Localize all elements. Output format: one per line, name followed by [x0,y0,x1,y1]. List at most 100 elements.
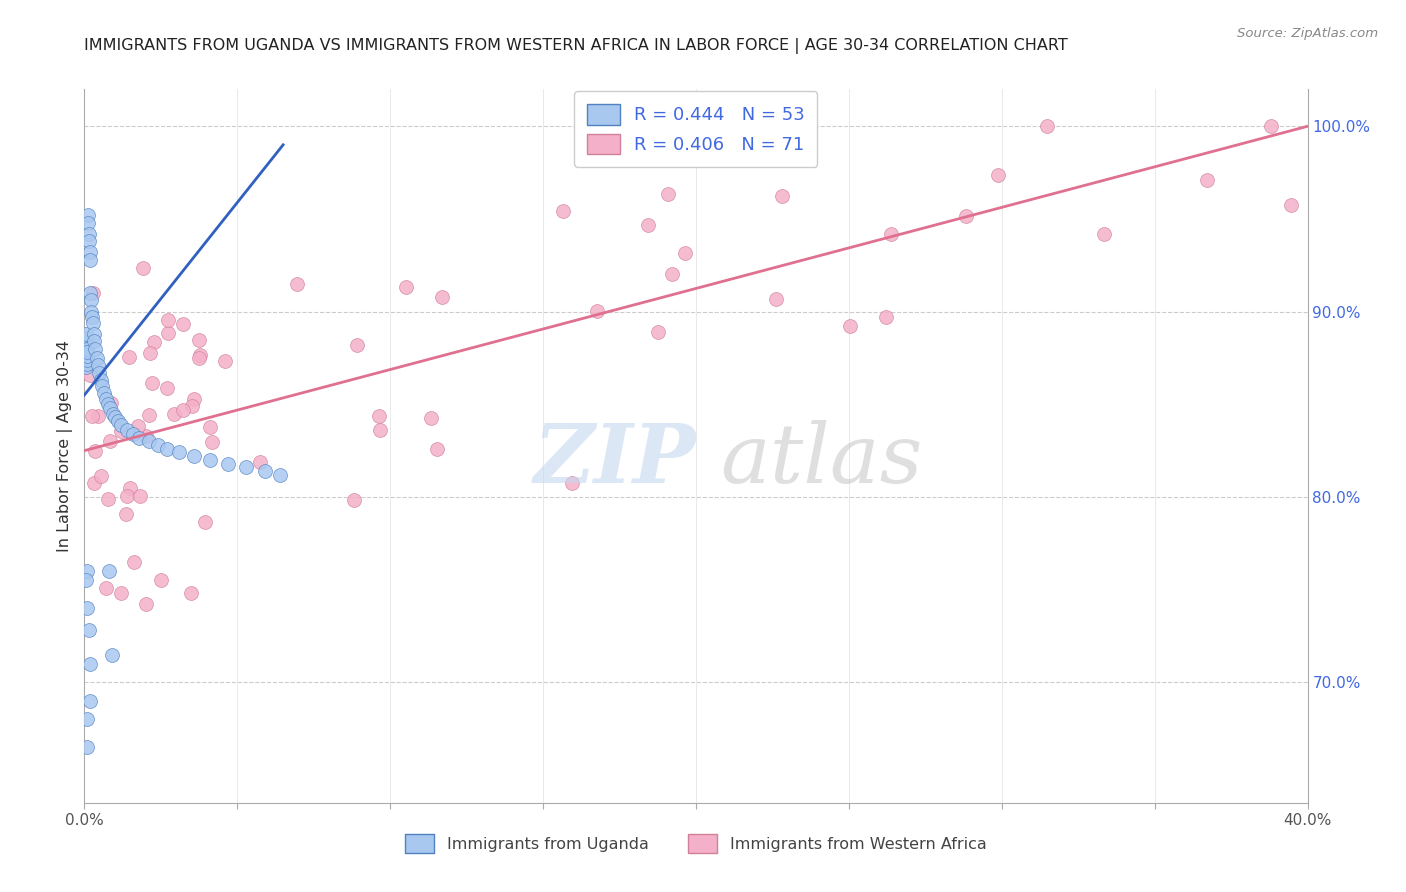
Point [118,351,141,365]
Point [201,435,224,450]
Point [187,351,209,365]
Point [75,334,97,349]
Point [156,381,179,395]
Point [86,351,108,365]
Legend: Immigrants from Uganda, Immigrants from Western Africa: Immigrants from Uganda, Immigrants from … [399,828,993,859]
Point [765,292,787,306]
Point [394,280,416,294]
Point [77,227,100,241]
Point [107,414,129,428]
Point [83,334,105,349]
Point [76,564,98,578]
Point [346,338,368,352]
Point [875,310,897,324]
Point [138,434,160,449]
Point [838,319,860,334]
Point [194,515,217,529]
Point [90,373,112,387]
Point [104,410,127,425]
Point [79,657,101,671]
Point [149,574,172,588]
Text: IMMIGRANTS FROM UGANDA VS IMMIGRANTS FROM WESTERN AFRICA IN LABOR FORCE | AGE 30: IMMIGRANTS FROM UGANDA VS IMMIGRANTS FRO… [84,37,1069,54]
Point [80,409,103,424]
Point [79,245,101,260]
Point [79,252,101,267]
Point [83,444,105,458]
Point [76,740,98,755]
Point [82,316,104,330]
Point [110,586,132,600]
Point [198,419,221,434]
Point [430,289,453,303]
Point [76,345,98,359]
Point [561,476,583,491]
Point [83,476,105,491]
Point [585,304,607,318]
Point [101,648,124,662]
Point [172,403,194,417]
Point [661,268,683,282]
Point [122,426,145,441]
Point [110,417,132,432]
Point [135,598,157,612]
Point [98,434,121,448]
Point [1092,227,1115,242]
Point [91,378,114,392]
Point [955,209,977,223]
Point [101,407,124,421]
Point [77,624,100,638]
Point [188,348,211,362]
Point [79,286,101,301]
Point [141,376,163,391]
Point [285,277,308,292]
Point [217,457,239,471]
Point [128,431,150,445]
Point [76,349,98,363]
Point [80,310,103,325]
Point [156,313,179,327]
Point [75,574,97,588]
Point [156,326,179,340]
Text: Source: ZipAtlas.com: Source: ZipAtlas.com [1237,27,1378,40]
Point [77,208,100,222]
Point [370,423,392,437]
Point [110,424,132,438]
Point [135,429,157,443]
Point [75,330,97,344]
Y-axis label: In Labor Force | Age 30-34: In Labor Force | Age 30-34 [58,340,73,552]
Point [83,326,105,341]
Point [132,260,155,275]
Point [142,334,165,349]
Point [94,581,117,595]
Point [163,407,186,421]
Point [181,399,204,413]
Point [214,354,236,368]
Text: ZIP: ZIP [533,420,696,500]
Point [987,168,1010,182]
Point [90,468,112,483]
Point [647,325,669,339]
Point [97,397,120,411]
Point [198,453,221,467]
Point [249,455,271,469]
Point [156,442,179,456]
Point [87,359,110,373]
Point [1260,120,1282,134]
Point [84,342,107,356]
Point [183,449,205,463]
Point [80,304,103,318]
Point [76,342,98,356]
Point [76,712,98,726]
Point [79,368,101,382]
Point [343,493,366,508]
Point [167,445,190,459]
Point [100,396,122,410]
Point [183,392,205,406]
Point [75,360,97,375]
Point [880,227,903,241]
Point [426,442,449,456]
Point [75,326,97,341]
Point [97,564,120,578]
Point [551,204,574,219]
Point [80,293,103,308]
